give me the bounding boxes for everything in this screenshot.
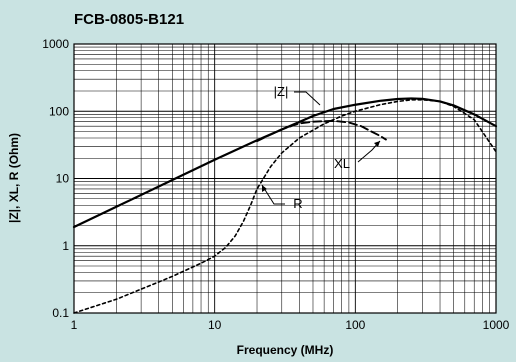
- x-tick-label: 100: [345, 318, 365, 332]
- annotation-xl-arrowhead: [374, 141, 380, 147]
- y-tick-label: 1: [62, 239, 69, 253]
- y-tick-labels: 0.1 1 10 100 1000: [42, 37, 69, 320]
- x-tick-labels: 1 10 100 1000: [71, 318, 510, 332]
- x-tick-label: 1000: [483, 318, 510, 332]
- annotation-z-leader: [294, 91, 321, 106]
- annotation-r-leader: [261, 184, 285, 205]
- y-axis-label: |Z|, XL, R (Ohm): [7, 133, 21, 223]
- annotation-r-label: R: [293, 196, 302, 211]
- y-tick-label: 10: [56, 172, 70, 186]
- x-tick-label: 10: [208, 318, 222, 332]
- y-tick-label: 0.1: [52, 306, 69, 320]
- series-line-dash: [256, 119, 387, 143]
- series-line-solid: [72, 97, 498, 229]
- x-axis-label: Frequency (MHz): [237, 343, 334, 357]
- series-line-dot: [73, 99, 497, 314]
- series-layer: [72, 97, 498, 314]
- y-tick-label: 100: [49, 104, 69, 118]
- x-tick-label: 1: [71, 318, 78, 332]
- chart-title: FCB-0805-B121: [74, 11, 184, 28]
- y-tick-label: 1000: [42, 37, 69, 51]
- plot-border: [73, 43, 497, 314]
- annotation-z-label: |Z|: [274, 84, 289, 99]
- annotation-r-arrowhead: [262, 185, 267, 192]
- annotation-xl-label: XL: [334, 156, 350, 171]
- annotation-layer: |Z| XL R: [261, 84, 381, 211]
